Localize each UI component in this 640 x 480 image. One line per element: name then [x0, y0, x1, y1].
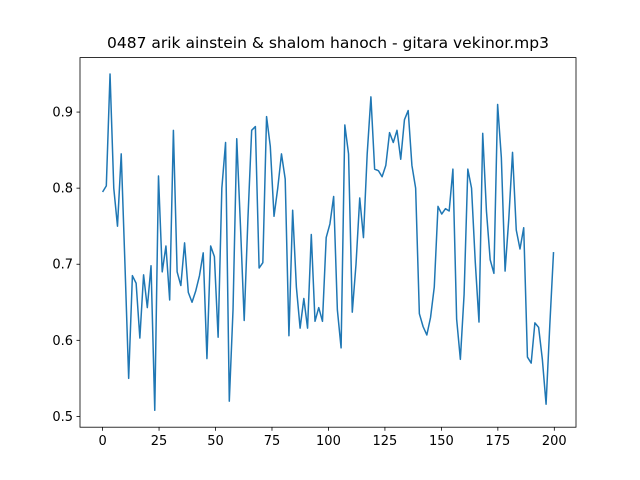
y-tick-label: 0.9	[52, 106, 73, 121]
y-tick-label: 0.7	[52, 258, 73, 273]
x-tick-label: 200	[542, 434, 567, 449]
x-tick-label: 125	[373, 434, 398, 449]
chart-title: 0487 arik ainstein & shalom hanoch - git…	[107, 34, 549, 52]
x-tick-label: 0	[98, 434, 106, 449]
x-tick-label: 175	[485, 434, 510, 449]
data-line	[101, 73, 555, 412]
x-tick-label: 25	[151, 434, 168, 449]
x-tick-label: 75	[264, 434, 281, 449]
x-tick-label: 150	[429, 434, 454, 449]
plot-frame	[79, 57, 577, 428]
x-tick-label: 100	[316, 434, 341, 449]
x-tick-label: 50	[207, 434, 224, 449]
y-tick-label: 0.5	[52, 410, 73, 425]
y-tick-label: 0.6	[52, 334, 73, 349]
y-tick-label: 0.8	[52, 182, 73, 197]
